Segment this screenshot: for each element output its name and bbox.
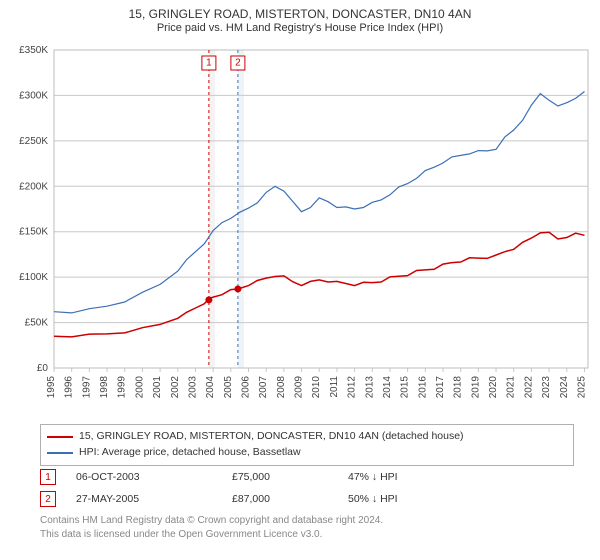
svg-text:2024: 2024 [559, 376, 570, 399]
footer-line: Contains HM Land Registry data © Crown c… [40, 514, 560, 528]
svg-text:2001: 2001 [152, 376, 163, 399]
legend-swatch [47, 452, 73, 454]
sale-point [234, 285, 241, 292]
legend-item: HPI: Average price, detached house, Bass… [47, 445, 567, 461]
svg-text:2006: 2006 [241, 376, 252, 399]
svg-text:1: 1 [206, 58, 212, 69]
svg-text:2020: 2020 [488, 376, 499, 399]
legend-label: 15, GRINGLEY ROAD, MISTERTON, DONCASTER,… [79, 429, 464, 445]
legend: 15, GRINGLEY ROAD, MISTERTON, DONCASTER,… [40, 424, 574, 466]
svg-text:£50K: £50K [25, 318, 49, 329]
svg-text:2018: 2018 [453, 376, 464, 399]
footer-line: This data is licensed under the Open Gov… [40, 528, 560, 542]
sale-marker-badge: 1 [40, 469, 56, 485]
svg-text:2002: 2002 [170, 376, 181, 399]
svg-text:£0: £0 [37, 363, 49, 374]
svg-text:2025: 2025 [576, 376, 587, 399]
svg-text:2009: 2009 [294, 376, 305, 399]
sales-table: 1 06-OCT-2003 £75,000 47% ↓ HPI 2 27-MAY… [40, 466, 560, 510]
sale-row: 1 06-OCT-2003 £75,000 47% ↓ HPI [40, 466, 560, 488]
svg-text:2008: 2008 [276, 376, 287, 399]
svg-text:1997: 1997 [81, 376, 92, 399]
svg-text:2016: 2016 [417, 376, 428, 399]
page-subtitle: Price paid vs. HM Land Registry's House … [0, 22, 600, 34]
svg-text:2000: 2000 [134, 376, 145, 399]
legend-swatch [47, 436, 73, 438]
svg-text:2013: 2013 [364, 376, 375, 399]
svg-text:£300K: £300K [19, 90, 48, 101]
svg-text:1996: 1996 [64, 376, 75, 399]
sale-date: 27-MAY-2005 [76, 493, 226, 505]
svg-text:£350K: £350K [19, 45, 48, 56]
svg-text:1995: 1995 [46, 376, 57, 399]
sale-point [205, 296, 212, 303]
svg-text:2012: 2012 [347, 376, 358, 399]
svg-text:2011: 2011 [329, 376, 340, 398]
sale-pct: 47% ↓ HPI [348, 471, 498, 483]
svg-text:1998: 1998 [99, 376, 110, 399]
svg-text:2005: 2005 [223, 376, 234, 399]
price-chart: £0 £50K £100K £150K £200K £250K £300K £350K 1995… [8, 42, 592, 414]
svg-text:£100K: £100K [19, 272, 48, 283]
svg-text:2010: 2010 [311, 376, 322, 399]
svg-text:2021: 2021 [506, 376, 517, 399]
svg-text:2007: 2007 [258, 376, 269, 399]
svg-text:2014: 2014 [382, 376, 393, 399]
attribution-footer: Contains HM Land Registry data © Crown c… [40, 514, 560, 541]
svg-text:2003: 2003 [187, 376, 198, 399]
svg-text:2: 2 [235, 58, 241, 69]
legend-label: HPI: Average price, detached house, Bass… [79, 445, 301, 461]
sale-marker-badge: 2 [40, 491, 56, 507]
svg-text:£250K: £250K [19, 136, 48, 147]
svg-text:2019: 2019 [470, 376, 481, 399]
sale-price: £75,000 [232, 471, 342, 483]
page-title: 15, GRINGLEY ROAD, MISTERTON, DONCASTER,… [0, 0, 600, 22]
svg-text:£150K: £150K [19, 227, 48, 238]
sale-row: 2 27-MAY-2005 £87,000 50% ↓ HPI [40, 488, 560, 510]
svg-text:2023: 2023 [541, 376, 552, 399]
sale-pct: 50% ↓ HPI [348, 493, 498, 505]
series-property [54, 232, 585, 337]
svg-text:£200K: £200K [19, 181, 48, 192]
svg-text:2015: 2015 [400, 376, 411, 399]
sale-date: 06-OCT-2003 [76, 471, 226, 483]
legend-item: 15, GRINGLEY ROAD, MISTERTON, DONCASTER,… [47, 429, 567, 445]
svg-text:1999: 1999 [117, 376, 128, 399]
svg-text:2004: 2004 [205, 376, 216, 399]
svg-text:2022: 2022 [523, 376, 534, 399]
svg-text:2017: 2017 [435, 376, 446, 399]
sale-price: £87,000 [232, 493, 342, 505]
